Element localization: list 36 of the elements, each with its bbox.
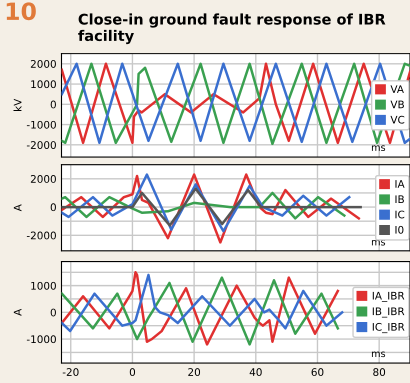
- y-tick-label: 2000: [30, 60, 56, 68]
- y-tick-label: -1000: [26, 335, 56, 344]
- legend-label: VA: [390, 85, 404, 93]
- line-series: [62, 274, 344, 332]
- legend-label: IB: [395, 195, 404, 204]
- x-tick-label: -20: [62, 368, 79, 376]
- legend-label: IB_IBR: [372, 307, 404, 318]
- y-tick-label: -1000: [26, 120, 56, 129]
- line-series: [62, 187, 362, 227]
- y-tick-label: 1000: [31, 282, 56, 290]
- x-tick-label: 60: [312, 368, 324, 376]
- y-tick-label: 0: [50, 203, 56, 212]
- legend-label: IA: [395, 180, 405, 188]
- legend-label: IC_IBR: [372, 322, 404, 334]
- y-tick-label: 0: [50, 100, 56, 108]
- legend-label: IA_IBR: [372, 292, 404, 302]
- y-tick-label: 1000: [31, 80, 56, 88]
- y-tick-label: -2000: [26, 141, 56, 149]
- y-axis-title: kV: [14, 98, 22, 111]
- x-tick-label: 80: [373, 368, 386, 376]
- x-tick-label: 40: [250, 368, 262, 376]
- text: 10: [6, 2, 36, 20]
- x-tick-label: 0: [130, 368, 136, 376]
- legend-label: VB: [390, 100, 404, 108]
- chart-title: Close-in ground fault response of IBR facility: [78, 13, 386, 44]
- legend-label: IC: [395, 210, 404, 218]
- x-tick-label: 20: [188, 368, 200, 376]
- legend-label: VC: [390, 116, 404, 124]
- y-tick-label: 2000: [30, 175, 56, 183]
- x-axis-title: ms: [372, 145, 386, 152]
- x-axis-title: ms: [372, 352, 386, 358]
- y-axis-title: A: [14, 204, 22, 212]
- y-axis-title: A: [14, 308, 22, 316]
- y-tick-label: -2000: [26, 232, 56, 240]
- legend-label: I0: [395, 226, 404, 234]
- y-tick-label: 0: [50, 308, 56, 316]
